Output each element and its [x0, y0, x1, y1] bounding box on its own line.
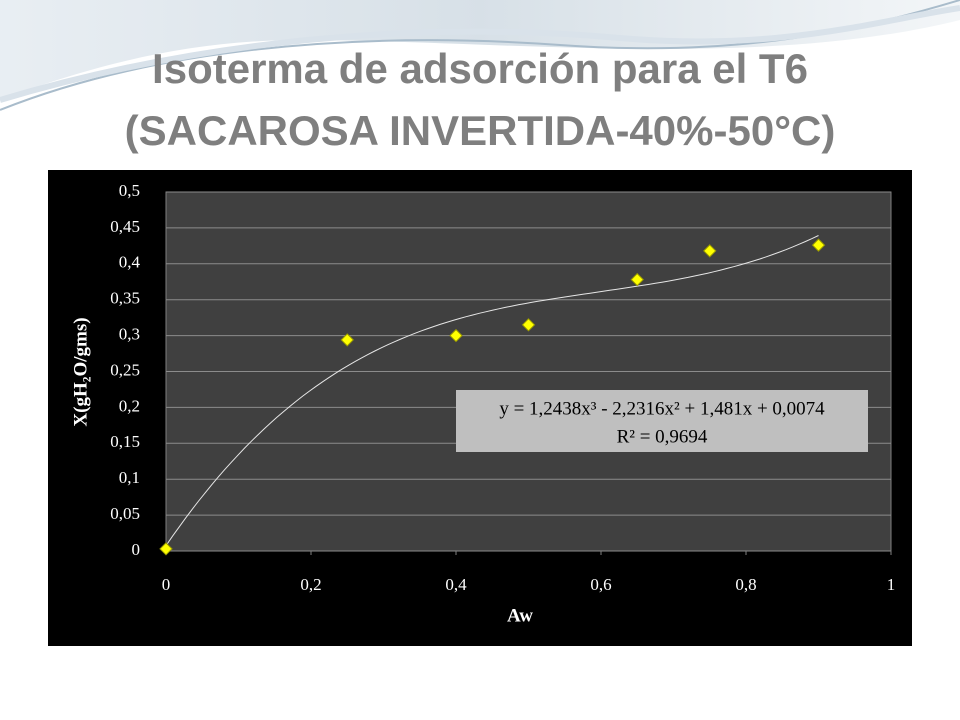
y-tick-label: 0,1 — [119, 468, 140, 487]
trendline-equation: y = 1,2438x³ - 2,2316x² + 1,481x + 0,007… — [499, 398, 825, 419]
equation-box — [456, 390, 868, 452]
y-tick-label: 0,05 — [110, 504, 140, 523]
y-tick-label: 0,15 — [110, 432, 140, 451]
y-tick-label: 0,45 — [110, 217, 140, 236]
x-tick-label: 1 — [887, 575, 896, 594]
x-tick-label: 0,2 — [300, 575, 321, 594]
y-axis-title: X(gH₂O/gms) — [70, 317, 91, 426]
x-tick-label: 0 — [162, 575, 171, 594]
y-tick-label: 0,2 — [119, 396, 140, 415]
decoration — [0, 0, 960, 111]
x-axis-title: Aw — [507, 605, 533, 626]
trendline-r2: R² = 0,9694 — [617, 426, 708, 447]
x-tick-label: 0,8 — [735, 575, 756, 594]
y-tick-label: 0,4 — [119, 253, 141, 272]
y-tick-label: 0,5 — [119, 181, 140, 200]
x-tick-label: 0,4 — [445, 575, 467, 594]
x-tick-label: 0,6 — [590, 575, 611, 594]
data-point — [340, 333, 354, 347]
data-point — [449, 328, 463, 343]
data-point — [521, 318, 536, 332]
data-point — [159, 542, 173, 556]
y-tick-label: 0,25 — [110, 360, 140, 379]
title-line: Isoterma de adsorción para el T6 — [152, 45, 808, 92]
y-tick-label: 0,35 — [110, 289, 140, 308]
y-tick-label: 0 — [132, 540, 141, 559]
data-point — [811, 238, 826, 252]
y-tick-label: 0,3 — [119, 325, 140, 344]
data-point — [703, 244, 717, 258]
title-line: (SACAROSA INVERTIDA-40%-50°C) — [125, 107, 836, 154]
trendline — [165, 235, 819, 546]
data-point — [630, 272, 644, 287]
